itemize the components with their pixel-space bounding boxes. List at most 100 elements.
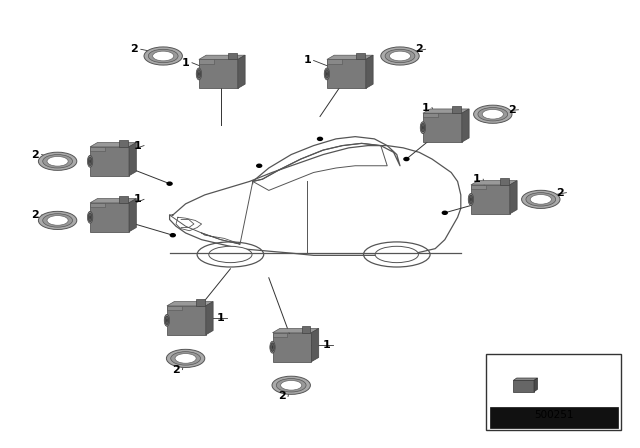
Text: 1: 1 [134, 141, 141, 151]
Polygon shape [471, 185, 510, 214]
Ellipse shape [280, 380, 302, 390]
Text: 1: 1 [323, 340, 330, 350]
Text: 2: 2 [131, 44, 138, 54]
Ellipse shape [166, 319, 168, 322]
Ellipse shape [522, 190, 560, 208]
Ellipse shape [175, 353, 196, 363]
Polygon shape [206, 302, 213, 335]
Ellipse shape [47, 215, 68, 225]
Polygon shape [129, 142, 136, 176]
Polygon shape [273, 333, 312, 362]
Text: 1: 1 [422, 103, 429, 112]
Ellipse shape [88, 155, 93, 167]
Ellipse shape [144, 47, 182, 65]
Text: 1: 1 [473, 174, 481, 184]
Ellipse shape [325, 69, 329, 78]
Ellipse shape [530, 194, 551, 204]
Polygon shape [167, 306, 182, 310]
Polygon shape [423, 113, 462, 142]
Ellipse shape [420, 122, 426, 134]
Polygon shape [471, 185, 486, 189]
Polygon shape [273, 333, 287, 337]
Circle shape [170, 233, 176, 237]
Ellipse shape [88, 211, 93, 223]
Text: 2: 2 [172, 365, 180, 375]
Ellipse shape [197, 242, 264, 267]
Polygon shape [510, 181, 517, 214]
Text: 500251: 500251 [534, 410, 573, 420]
Ellipse shape [164, 314, 170, 326]
Ellipse shape [148, 49, 178, 63]
Ellipse shape [152, 51, 174, 61]
Polygon shape [366, 55, 373, 88]
Ellipse shape [270, 341, 275, 353]
Ellipse shape [272, 345, 273, 349]
Ellipse shape [468, 194, 474, 205]
Polygon shape [199, 60, 214, 64]
Text: 1: 1 [217, 313, 225, 323]
Ellipse shape [209, 246, 252, 263]
Ellipse shape [88, 213, 92, 222]
Circle shape [403, 157, 410, 161]
Ellipse shape [271, 343, 275, 352]
Polygon shape [199, 55, 245, 60]
Ellipse shape [196, 68, 202, 80]
Polygon shape [471, 181, 517, 185]
Ellipse shape [276, 379, 306, 392]
Ellipse shape [90, 159, 91, 163]
Polygon shape [534, 378, 538, 392]
Ellipse shape [43, 155, 72, 168]
Ellipse shape [38, 152, 77, 170]
Polygon shape [513, 378, 538, 380]
Circle shape [256, 164, 262, 168]
Polygon shape [327, 55, 373, 60]
Ellipse shape [364, 242, 430, 267]
Polygon shape [90, 147, 129, 176]
Ellipse shape [324, 68, 330, 80]
Ellipse shape [88, 157, 92, 165]
Polygon shape [167, 302, 213, 306]
Polygon shape [90, 147, 105, 151]
Text: 2: 2 [31, 210, 39, 220]
Ellipse shape [38, 211, 77, 229]
Ellipse shape [474, 105, 512, 123]
Ellipse shape [90, 215, 91, 219]
Ellipse shape [198, 72, 200, 76]
Polygon shape [199, 60, 238, 88]
Ellipse shape [171, 352, 200, 365]
Ellipse shape [385, 49, 415, 63]
Polygon shape [356, 53, 365, 60]
Text: 2: 2 [278, 392, 285, 401]
Polygon shape [129, 198, 136, 232]
Polygon shape [327, 60, 342, 64]
Bar [490, 406, 618, 428]
Ellipse shape [47, 156, 68, 166]
Polygon shape [167, 306, 206, 335]
Polygon shape [312, 328, 319, 362]
Circle shape [166, 181, 173, 186]
Polygon shape [500, 178, 509, 185]
Ellipse shape [422, 126, 424, 129]
Polygon shape [462, 109, 469, 142]
Text: 2: 2 [31, 150, 39, 159]
Polygon shape [423, 113, 438, 117]
Ellipse shape [43, 214, 72, 227]
Ellipse shape [197, 69, 201, 78]
Circle shape [317, 137, 323, 141]
Ellipse shape [272, 376, 310, 394]
Ellipse shape [526, 193, 556, 206]
Text: 2: 2 [508, 105, 516, 115]
Ellipse shape [381, 47, 419, 65]
Ellipse shape [389, 51, 411, 61]
Ellipse shape [483, 109, 504, 119]
Circle shape [442, 211, 448, 215]
Polygon shape [228, 53, 237, 60]
Ellipse shape [470, 198, 472, 201]
Ellipse shape [326, 72, 328, 76]
Ellipse shape [469, 195, 473, 203]
Polygon shape [423, 109, 469, 113]
Text: 1: 1 [182, 58, 189, 68]
Polygon shape [327, 60, 366, 88]
Polygon shape [90, 142, 136, 147]
Ellipse shape [375, 246, 419, 263]
